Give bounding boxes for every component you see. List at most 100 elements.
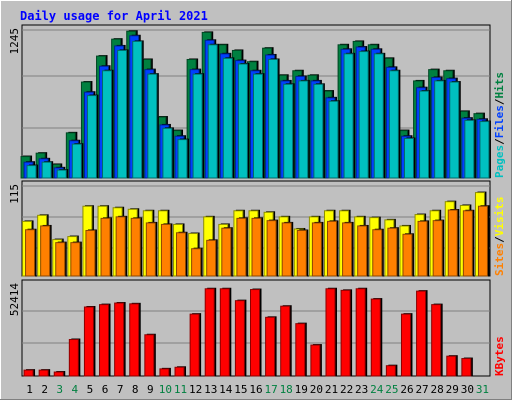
bar-pages-day-18 — [283, 83, 294, 179]
bar-sites-day-17 — [266, 220, 277, 277]
bar-sites-day-6 — [100, 217, 111, 277]
bar-pages-day-30 — [464, 119, 475, 179]
bar-pages-day-14 — [222, 57, 233, 179]
bar-sites-day-11 — [176, 232, 187, 277]
x-tick-label-day-14: 14 — [219, 383, 233, 396]
bar-kbytes-day-3 — [53, 371, 64, 377]
bar-kbytes-day-14 — [219, 288, 230, 377]
bar-pages-day-23 — [358, 51, 369, 179]
bar-kbytes-day-13 — [204, 288, 215, 377]
ymax-label-top: 1245 — [8, 28, 21, 55]
x-tick-label-day-22: 22 — [340, 383, 353, 396]
bar-kbytes-day-27 — [416, 290, 427, 377]
bar-pages-day-11 — [177, 139, 188, 179]
bar-sites-day-22 — [342, 222, 353, 277]
bar-kbytes-day-5 — [83, 306, 94, 377]
bar-sites-day-5 — [85, 230, 96, 277]
bar-pages-day-3 — [56, 169, 67, 179]
x-tick-label-day-25: 25 — [385, 383, 398, 396]
bar-pages-day-13 — [207, 44, 218, 179]
bar-pages-day-2 — [41, 161, 52, 179]
x-tick-label-day-20: 20 — [310, 383, 323, 396]
x-tick-label-day-29: 29 — [446, 383, 459, 396]
bar-pages-day-25 — [388, 70, 399, 179]
bar-pages-day-31 — [479, 121, 490, 179]
bar-sites-day-2 — [40, 225, 51, 277]
bar-kbytes-day-1 — [23, 369, 34, 377]
ymax-label-middle: 115 — [8, 184, 21, 204]
bar-kbytes-day-16 — [250, 289, 260, 377]
bar-pages-day-12 — [192, 73, 203, 179]
bar-pages-day-10 — [162, 127, 173, 179]
legend-separator: / — [493, 138, 506, 145]
legend-item-visits: Visits — [493, 197, 506, 237]
bar-pages-day-28 — [434, 80, 445, 179]
bar-kbytes-day-21 — [325, 288, 336, 377]
legend-item-sites: Sites — [493, 243, 506, 276]
bar-pages-day-6 — [102, 70, 113, 179]
x-tick-label-day-6: 6 — [102, 383, 109, 396]
legend-item-hits: Hits — [493, 72, 506, 99]
x-tick-label-day-16: 16 — [249, 383, 262, 396]
legend-separator: / — [493, 98, 506, 105]
bar-kbytes-day-19 — [295, 323, 306, 377]
x-tick-label-day-10: 10 — [159, 383, 172, 396]
bar-pages-day-19 — [298, 80, 309, 179]
bar-sites-day-1 — [25, 229, 36, 277]
x-tick-label-day-31: 31 — [476, 383, 489, 396]
bar-kbytes-day-22 — [340, 289, 351, 377]
x-tick-label-day-8: 8 — [132, 383, 139, 396]
x-tick-label-day-1: 1 — [26, 383, 33, 396]
x-tick-label-day-9: 9 — [147, 383, 154, 396]
bar-sites-day-29 — [447, 209, 458, 277]
legend-top: Pages/Files/Hits — [493, 72, 506, 178]
bar-kbytes-day-15 — [234, 300, 245, 377]
legend-bottom: KBytes — [493, 336, 506, 376]
bar-kbytes-day-4 — [68, 339, 79, 377]
bar-sites-day-18 — [281, 222, 292, 277]
bar-kbytes-day-17 — [265, 316, 276, 377]
bar-sites-day-19 — [296, 230, 307, 277]
bar-pages-day-24 — [373, 53, 384, 179]
bar-sites-day-7 — [115, 216, 126, 277]
bar-kbytes-day-20 — [310, 344, 321, 377]
bar-sites-day-24 — [372, 229, 383, 277]
chart-title: Daily usage for April 2021 — [20, 9, 208, 23]
bar-pages-day-17 — [268, 58, 279, 179]
bar-kbytes-day-6 — [99, 304, 110, 377]
x-tick-label-day-5: 5 — [87, 383, 94, 396]
bar-pages-day-1 — [26, 165, 37, 179]
legend-item-kbytes: KBytes — [493, 336, 506, 376]
bar-kbytes-day-9 — [144, 334, 155, 377]
bar-sites-day-21 — [326, 220, 337, 277]
bar-sites-day-28 — [432, 220, 443, 277]
bar-pages-day-27 — [419, 90, 430, 179]
bar-kbytes-day-10 — [159, 368, 170, 377]
x-tick-label-day-4: 4 — [72, 383, 79, 396]
bar-pages-day-16 — [253, 73, 263, 179]
x-tick-label-day-18: 18 — [280, 383, 293, 396]
bar-sites-day-12 — [191, 248, 202, 277]
x-tick-label-day-19: 19 — [295, 383, 308, 396]
x-tick-label-day-24: 24 — [370, 383, 384, 396]
bar-pages-day-9 — [147, 73, 158, 179]
bar-sites-day-26 — [402, 233, 413, 277]
bar-sites-day-9 — [145, 222, 156, 277]
bar-kbytes-day-18 — [280, 305, 291, 377]
chart-panels: 1245Pages/Files/Hits115Sites/Visits52414… — [8, 24, 506, 396]
legend-item-files: Files — [493, 105, 506, 138]
bar-pages-day-22 — [343, 53, 354, 179]
x-tick-label-day-21: 21 — [325, 383, 338, 396]
bar-sites-day-10 — [160, 223, 171, 277]
bar-sites-day-20 — [311, 222, 322, 277]
bar-sites-day-16 — [251, 217, 262, 277]
x-tick-label-day-2: 2 — [41, 383, 48, 396]
bar-kbytes-day-2 — [38, 369, 49, 377]
bar-sites-day-4 — [70, 242, 81, 277]
bar-sites-day-31 — [477, 205, 488, 277]
bar-kbytes-day-12 — [189, 313, 200, 377]
x-tick-label-day-30: 30 — [461, 383, 474, 396]
bar-kbytes-day-28 — [431, 304, 442, 377]
bar-pages-day-21 — [328, 100, 339, 179]
